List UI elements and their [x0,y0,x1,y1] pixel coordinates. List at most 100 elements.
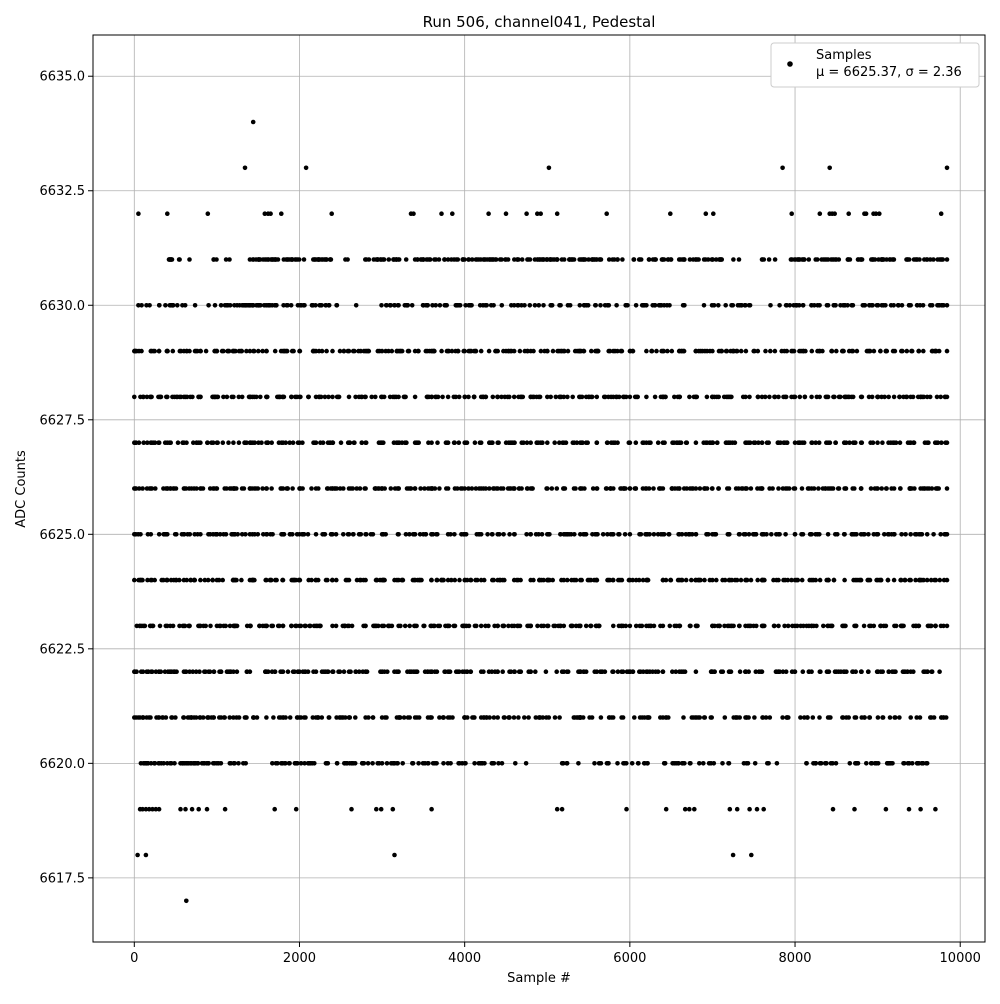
data-point [403,257,409,262]
data-point [824,303,830,308]
data-point [918,806,923,812]
data-point [143,806,149,812]
data-point [868,440,873,446]
data-point [139,303,144,308]
data-point [239,394,245,400]
data-point [909,348,915,354]
data-point [832,394,837,400]
data-point [216,577,222,583]
data-point [665,257,671,262]
data-point [610,669,615,674]
data-point [901,761,906,766]
data-point [342,623,348,629]
data-point [220,577,225,583]
data-point [675,577,681,583]
data-point [844,669,849,674]
data-point [763,348,768,354]
data-point [633,303,639,308]
data-point [879,486,884,491]
data-point [578,715,583,720]
data-point [326,394,331,400]
data-point [606,303,612,308]
data-point [495,394,500,400]
data-point [579,577,584,583]
data-point [677,394,683,400]
data-point [679,577,684,583]
data-point [552,440,557,446]
data-point [184,348,189,354]
data-point [776,394,781,400]
data-point [388,303,393,308]
data-point [270,761,275,766]
data-point [748,486,754,491]
data-point [658,532,664,537]
data-point [202,669,207,674]
data-point [940,257,946,262]
data-point [323,257,328,262]
data-point [767,486,772,491]
legend-label: Samples [816,48,872,63]
data-point [328,532,334,537]
data-point [354,486,360,491]
data-point [236,440,242,446]
data-point [397,715,403,720]
data-point [274,577,279,583]
data-point [232,303,237,308]
data-point [379,303,384,308]
data-point [242,165,248,171]
data-point [269,486,274,491]
data-point [302,761,307,766]
data-point [422,486,427,491]
data-point [601,394,607,400]
data-point [218,669,224,674]
data-point [182,623,188,629]
data-point [414,669,419,674]
data-point [935,440,941,446]
data-point [345,532,351,537]
data-point [432,348,437,354]
data-point [353,303,359,308]
data-point [611,623,616,629]
data-point [846,348,852,354]
data-point [751,440,757,446]
data-point [427,257,433,262]
data-point [490,761,495,766]
data-point [579,394,585,400]
data-point [582,257,587,262]
data-point [205,440,210,446]
data-point [649,348,654,354]
data-point [605,532,610,537]
data-point [714,577,719,583]
data-point [811,577,816,583]
data-point [562,486,568,491]
data-point [899,348,904,354]
data-point [815,532,820,537]
data-point [452,623,458,629]
data-point [922,486,928,491]
data-point [204,806,210,812]
data-point [538,211,543,216]
plot-frame [92,34,986,943]
data-point [526,715,531,720]
data-point [625,303,630,308]
data-point [914,532,919,537]
data-point [318,623,323,629]
data-point [783,669,789,674]
data-point [363,257,368,262]
data-point [273,303,279,308]
ticks-layer: 0 2000 4000 6000 8000 10000 6617.5 6620.0 6622.5… [40,70,981,966]
data-point [806,257,812,262]
data-point [440,394,445,400]
data-point [802,715,807,720]
data-point [284,348,290,354]
data-point [250,257,256,262]
data-point [148,715,153,720]
data-point [893,440,899,446]
data-point [425,761,431,766]
data-point [738,577,744,583]
data-point [254,394,259,400]
data-point [364,669,370,674]
data-point [531,348,536,354]
data-point [798,715,803,720]
